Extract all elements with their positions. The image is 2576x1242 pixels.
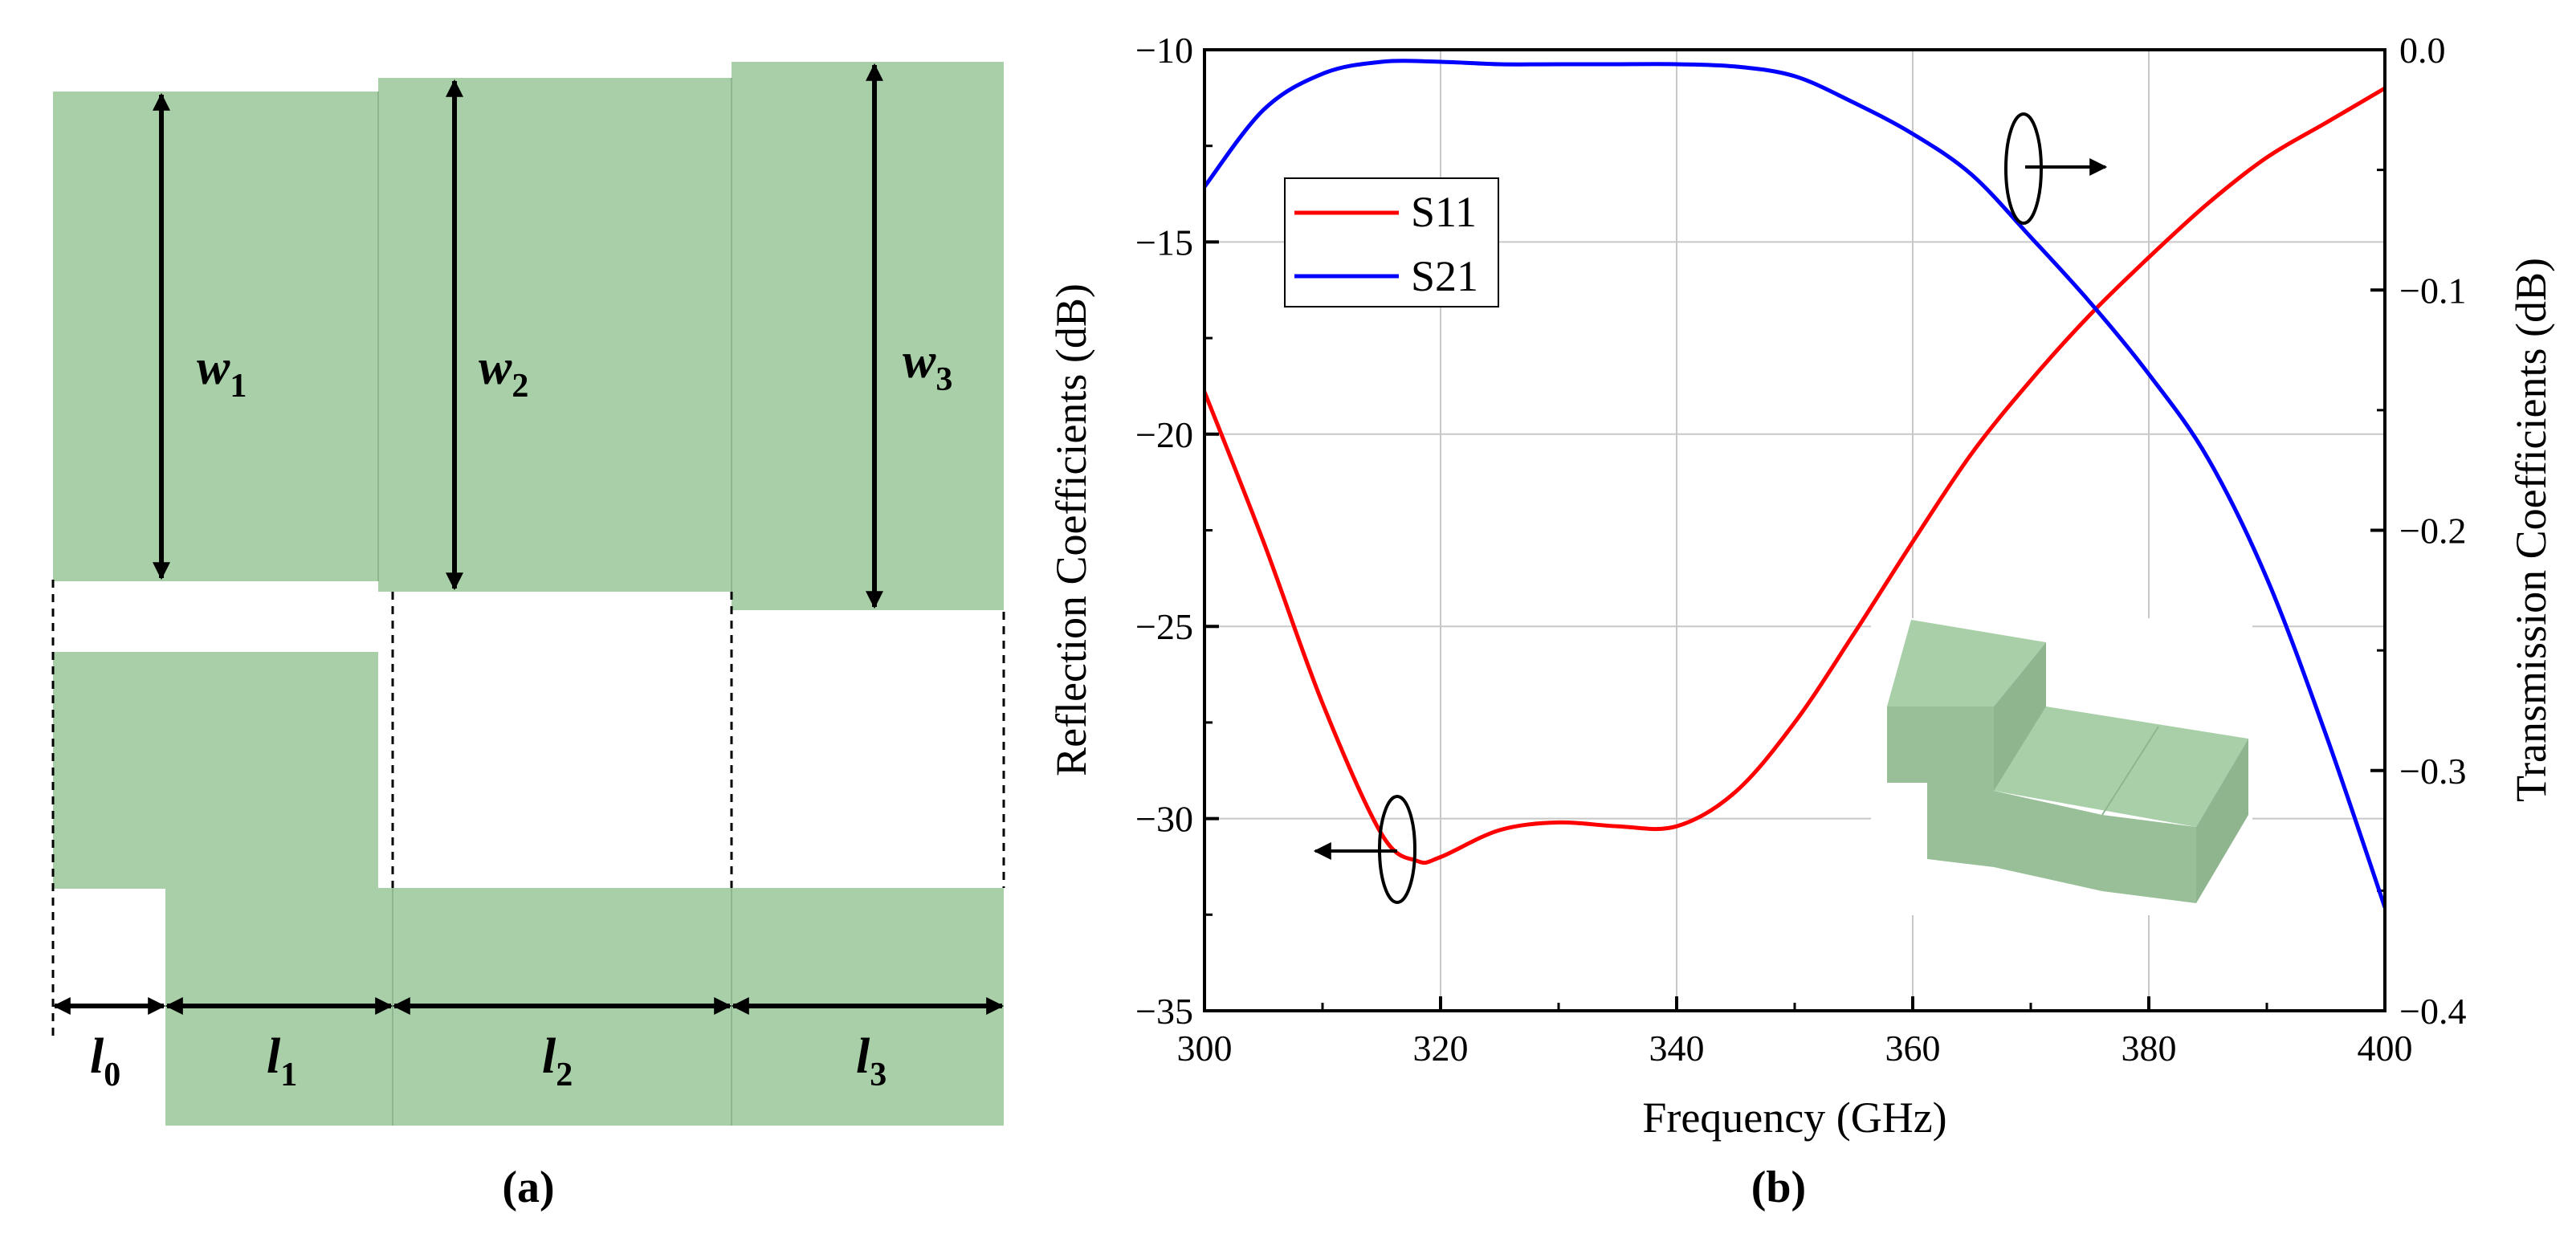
y-tick-label: −20	[1135, 414, 1193, 455]
y-tick-label: −15	[1135, 222, 1193, 263]
y-tick-label: −10	[1135, 30, 1193, 71]
y-tick-label: −35	[1135, 991, 1193, 1032]
y2-axis-title: Transmission Coefficients (dB)	[2507, 258, 2555, 802]
caption-a: (a)	[502, 1163, 554, 1212]
series-lines	[1204, 59, 2385, 909]
x-tick-label: 360	[1885, 1028, 1941, 1069]
lower-block-left	[53, 652, 378, 889]
length-guides	[51, 580, 1005, 1037]
s11-axis-indicator	[1313, 795, 1416, 904]
plot-frame	[1203, 48, 2386, 1012]
x-axis-title: Frequency (GHz)	[1642, 1093, 1946, 1142]
l0-label: l0	[90, 1029, 120, 1093]
upper-step-1	[53, 92, 378, 581]
y2-tick-label: −0.3	[2399, 751, 2466, 792]
x-tick-label: 340	[1649, 1028, 1705, 1069]
x-tick-label: 380	[2122, 1028, 2177, 1069]
w3-label: w3	[903, 334, 952, 398]
w1-label: w1	[197, 340, 247, 405]
inset-3d-model	[1871, 618, 2252, 915]
l2-label: l2	[542, 1029, 573, 1093]
upper-step-2	[378, 78, 732, 592]
y2-tick-label: 0.0	[2399, 30, 2446, 71]
y-tick-label: −25	[1135, 606, 1193, 647]
l3-label: l3	[856, 1029, 887, 1093]
caption-b: (b)	[1751, 1163, 1806, 1212]
y2-axis-ticks: −0.4 −0.3 −0.2 −0.1 0.0	[2370, 30, 2466, 1032]
series-line-s21	[1204, 59, 2385, 909]
y2-tick-label: −0.2	[2399, 511, 2466, 552]
legend-box	[1284, 177, 1499, 307]
y-tick-label: −30	[1135, 799, 1193, 840]
s21-axis-indicator	[2004, 112, 2108, 225]
y2-tick-label: −0.1	[2399, 270, 2466, 311]
x-tick-label: 320	[1413, 1028, 1469, 1069]
legend-label-s21: S21	[1411, 252, 1478, 300]
l1-label: l1	[267, 1029, 297, 1093]
x-axis-ticks: 300 320 340 360 380 400	[1177, 996, 2413, 1069]
w2-label: w2	[479, 340, 528, 405]
upper-step-3	[732, 62, 1004, 610]
y2-tick-label: −0.4	[2399, 991, 2466, 1032]
panel-b-chart: 300 320 340 360 380 400 −35 −30 −25 −20 −15 −10 −0…	[1047, 30, 2555, 1212]
x-tick-label: 300	[1177, 1028, 1233, 1069]
y-axis-ticks: −35 −30 −25 −20 −15 −10	[1135, 30, 1219, 1032]
panel-a-diagram: w1 w2 w3 l0 l1 l2 l3 (a)	[51, 62, 1005, 1212]
x-tick-label: 400	[2358, 1028, 2413, 1069]
series-line-s11	[1204, 86, 2385, 865]
y-axis-title: Reflection Coefficients (dB)	[1047, 283, 1095, 776]
legend: S11 S21	[1284, 177, 1499, 307]
legend-label-s11: S11	[1411, 188, 1477, 236]
